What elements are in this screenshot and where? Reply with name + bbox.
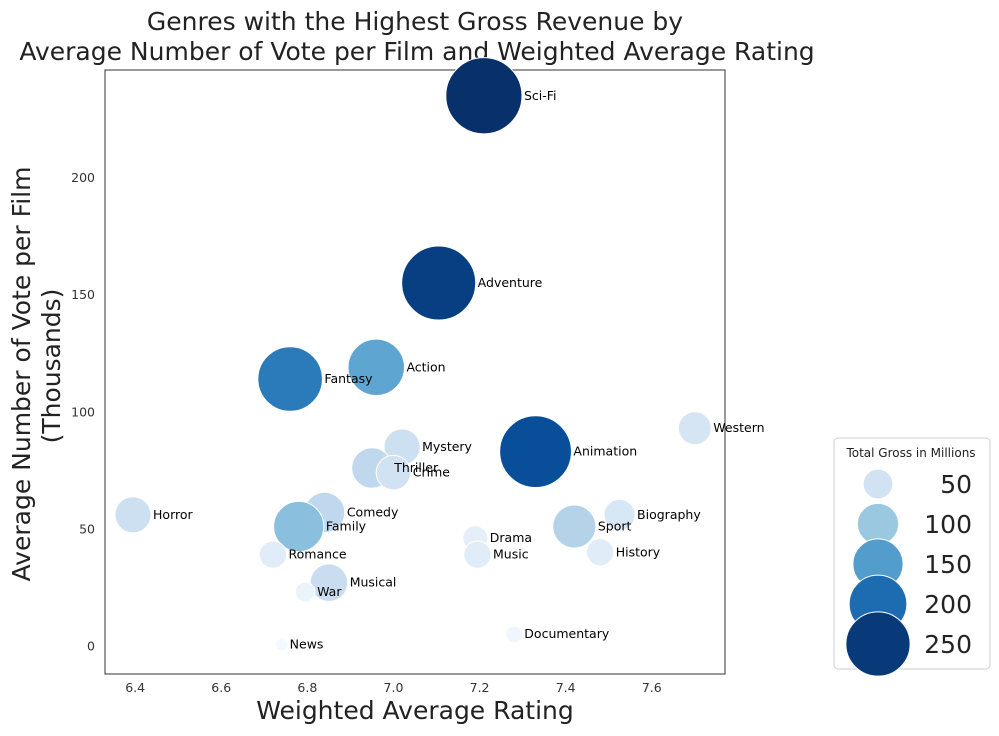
legend-label: 250 bbox=[924, 630, 972, 659]
data-point-romance bbox=[258, 540, 288, 569]
legend: Total Gross in Millions 50 100 150 200 250 bbox=[833, 437, 991, 677]
point-label-fantasy: Fantasy bbox=[324, 371, 373, 386]
y-tick-label: 150 bbox=[71, 287, 95, 302]
point-label-music: Music bbox=[493, 547, 529, 562]
plot-area bbox=[104, 69, 726, 675]
point-label-western: Western bbox=[713, 420, 764, 435]
point-label-war: War bbox=[317, 584, 342, 599]
data-point-animation bbox=[499, 415, 572, 488]
point-label-history: History bbox=[616, 544, 661, 559]
y-axis-label-line-2: (Thousands) bbox=[37, 289, 66, 444]
y-tick-label: 50 bbox=[79, 521, 95, 536]
x-axis-label: Weighted Average Rating bbox=[256, 696, 574, 725]
y-tick-label: 200 bbox=[71, 170, 95, 185]
point-label-biography: Biography bbox=[637, 507, 701, 522]
y-axis-label-line-1: Average Number of Vote per Film bbox=[7, 167, 36, 582]
point-label-documentary: Documentary bbox=[524, 626, 610, 641]
data-point-family bbox=[273, 500, 325, 553]
legend-title: Total Gross in Millions bbox=[845, 446, 975, 460]
data-point-sport bbox=[552, 504, 597, 549]
data-point-biography bbox=[603, 498, 636, 531]
legend-label: 200 bbox=[924, 590, 972, 619]
point-label-romance: Romance bbox=[289, 547, 347, 562]
point-label-horror: Horror bbox=[153, 507, 193, 522]
x-tick-label: 6.4 bbox=[125, 680, 145, 695]
point-label-comedy: Comedy bbox=[347, 504, 399, 519]
x-tick-label: 7.0 bbox=[384, 680, 404, 695]
data-point-news bbox=[274, 638, 289, 652]
legend-label: 100 bbox=[924, 510, 972, 539]
legend-entries: 50 100 150 200 250 bbox=[845, 468, 972, 677]
x-tick-label: 6.6 bbox=[211, 680, 231, 695]
data-point-history bbox=[586, 538, 615, 567]
data-point-action bbox=[347, 338, 405, 397]
data-point-documentary bbox=[505, 625, 523, 643]
x-tick-label: 6.8 bbox=[297, 680, 317, 695]
data-point-western bbox=[677, 411, 712, 446]
x-tick-label: 7.6 bbox=[642, 680, 662, 695]
x-axis-ticks: 6.4 6.6 6.8 7.0 7.2 7.4 7.6 bbox=[125, 680, 662, 695]
data-point-crime bbox=[375, 454, 412, 491]
point-label-animation: Animation bbox=[573, 444, 637, 459]
point-label-action: Action bbox=[406, 359, 445, 374]
y-tick-label: 0 bbox=[87, 638, 95, 653]
y-tick-label: 100 bbox=[71, 404, 95, 419]
point-label-crime: Crime bbox=[413, 465, 451, 480]
chart-title-line-2: Average Number of Vote per Film and Weig… bbox=[19, 37, 814, 66]
y-axis-ticks: 0 50 100 150 200 bbox=[71, 170, 95, 653]
x-tick-label: 7.2 bbox=[470, 680, 490, 695]
point-label-musical: Musical bbox=[350, 575, 397, 590]
legend-marker bbox=[845, 611, 911, 677]
legend-label: 150 bbox=[924, 550, 972, 579]
data-point-musical bbox=[309, 563, 349, 603]
point-label-news: News bbox=[290, 637, 324, 652]
data-point-adventure bbox=[401, 245, 477, 321]
point-label-thriller: Thriller bbox=[393, 460, 439, 475]
data-point-sci-fi bbox=[445, 57, 523, 135]
point-label-sport: Sport bbox=[598, 519, 632, 534]
data-points bbox=[114, 57, 712, 652]
point-label-mystery: Mystery bbox=[422, 439, 472, 454]
point-label-adventure: Adventure bbox=[478, 275, 543, 290]
data-point-fantasy bbox=[257, 346, 323, 412]
point-label-sci-fi: Sci-Fi bbox=[524, 88, 557, 103]
legend-marker bbox=[862, 468, 894, 500]
chart-title-line-1: Genres with the Highest Gross Revenue by bbox=[147, 7, 683, 36]
data-point-war bbox=[294, 581, 316, 603]
point-label-family: Family bbox=[326, 519, 367, 534]
x-tick-label: 7.4 bbox=[556, 680, 576, 695]
legend-label: 50 bbox=[940, 470, 972, 499]
data-point-horror bbox=[114, 496, 152, 534]
data-point-music bbox=[463, 540, 492, 569]
point-label-drama: Drama bbox=[490, 530, 532, 545]
data-point-labels: Sci-Fi Adventure Action Fantasy Western Myste… bbox=[153, 88, 765, 652]
